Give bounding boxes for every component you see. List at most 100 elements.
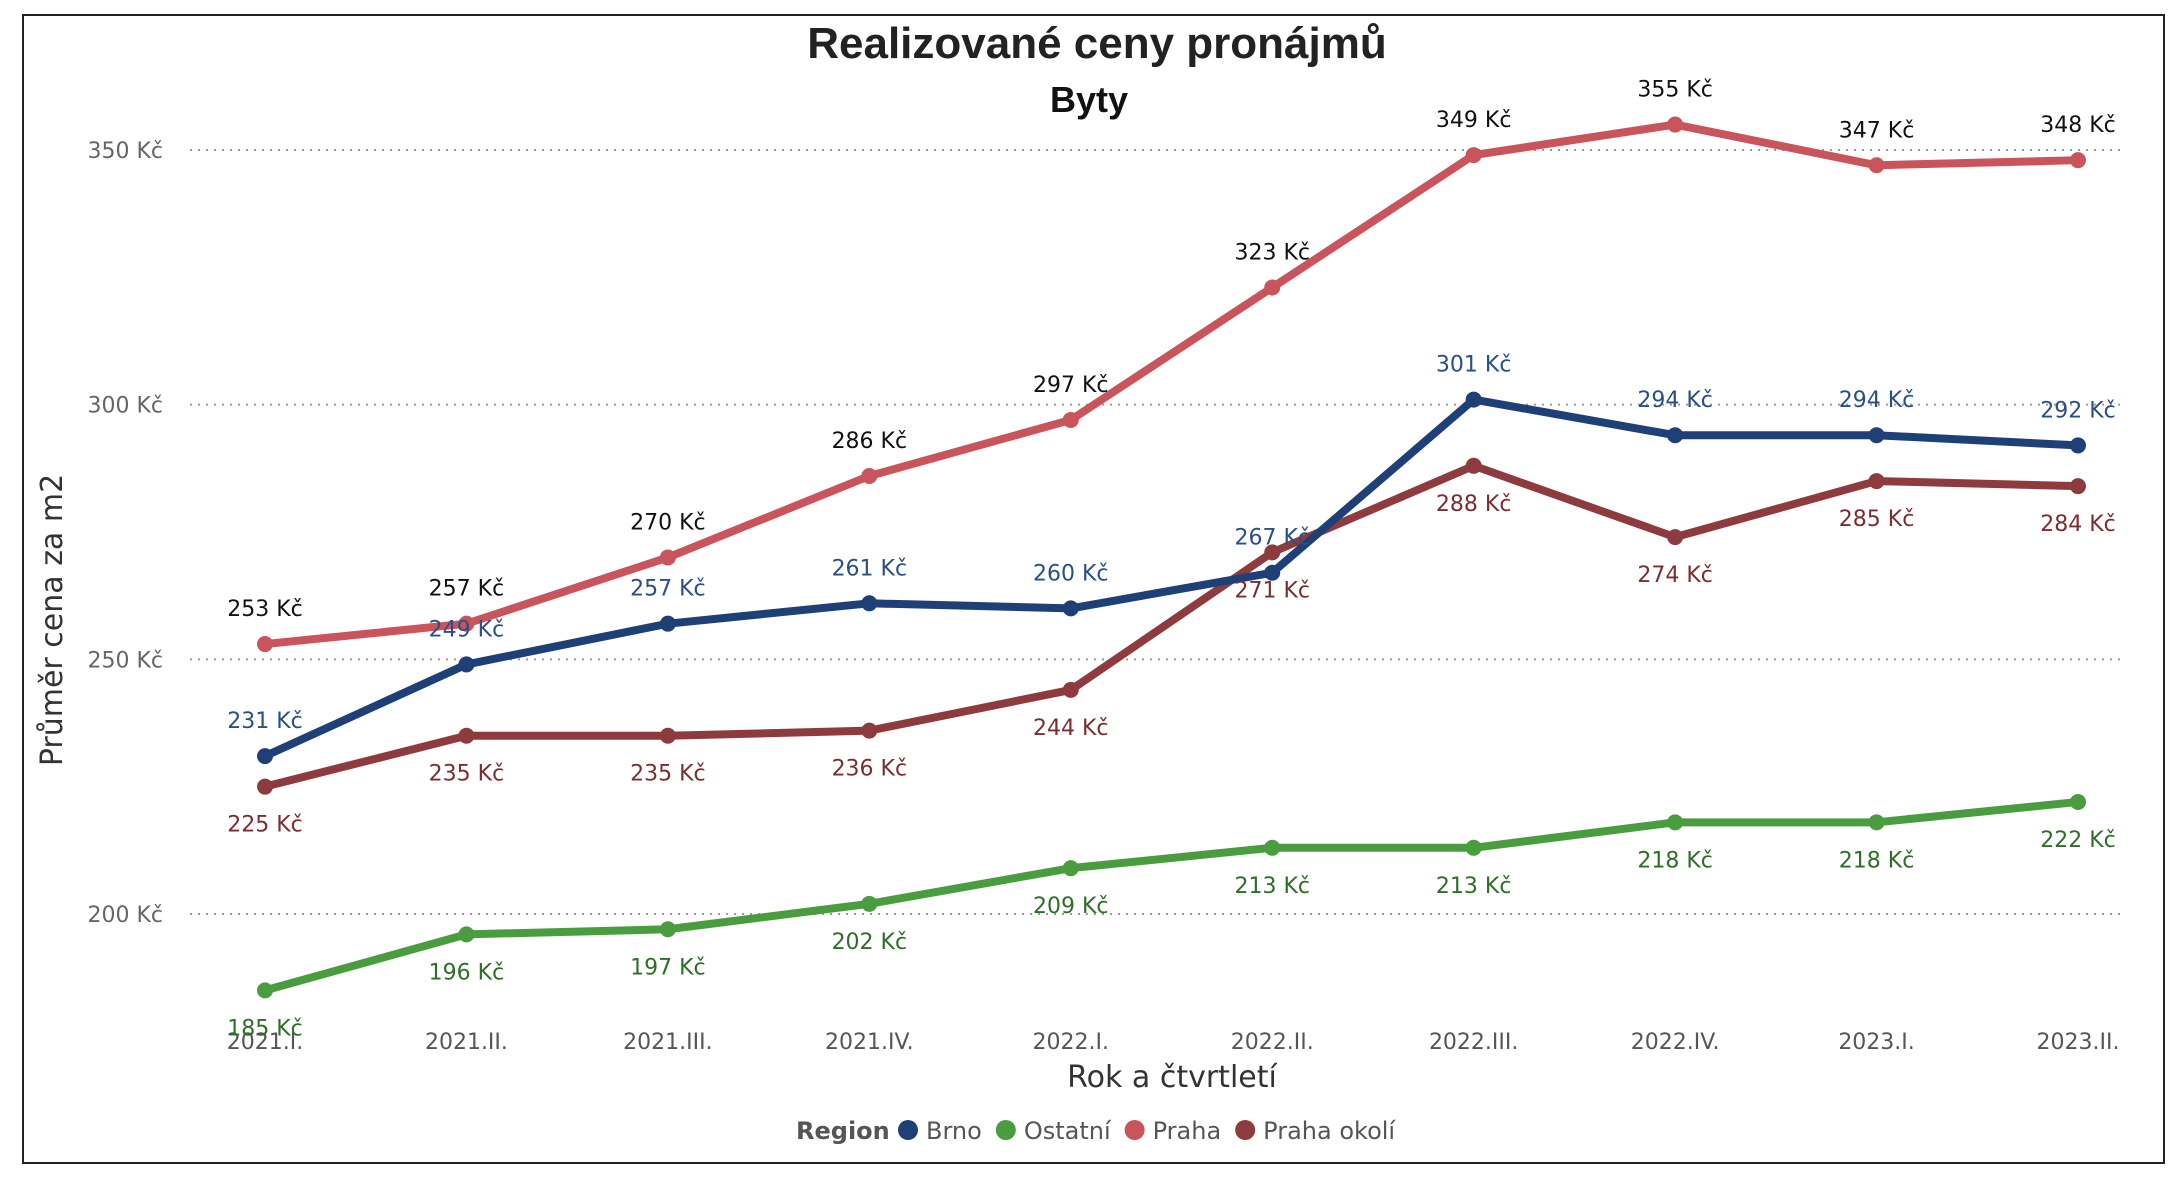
legend-label-brno[interactable]: Brno [926, 1117, 982, 1145]
data-point-brno[interactable] [1868, 427, 1885, 444]
y-tick-label: 300 Kč [87, 394, 163, 419]
data-point-ostatni[interactable] [1667, 814, 1684, 831]
data-label-praha: 270 Kč [630, 510, 706, 535]
series-line-praha-okoli [261, 461, 2082, 791]
x-tick-label: 2021.IV. [825, 1030, 914, 1055]
data-label-praha: 349 Kč [1436, 108, 1512, 133]
data-label-praha-okoli: 285 Kč [1839, 507, 1915, 532]
data-point-brno[interactable] [659, 615, 676, 632]
data-label-brno: 231 Kč [227, 709, 303, 734]
data-point-ostatni[interactable] [1465, 839, 1482, 856]
data-point-praha[interactable] [458, 615, 475, 632]
data-label-brno: 294 Kč [1839, 388, 1915, 413]
data-label-praha: 253 Kč [227, 597, 303, 622]
data-point-praha-okoli[interactable] [458, 727, 475, 744]
data-point-praha-okoli[interactable] [1465, 457, 1482, 474]
data-point-praha-okoli[interactable] [861, 722, 878, 739]
data-point-praha-okoli[interactable] [659, 727, 676, 744]
data-point-brno[interactable] [1264, 564, 1281, 581]
legend-marker-praha-okoli[interactable] [1235, 1120, 1256, 1140]
series-line-ostatni [261, 797, 2082, 995]
data-label-brno: 292 Kč [2040, 398, 2116, 423]
data-point-praha-okoli[interactable] [1667, 529, 1684, 546]
data-label-praha-okoli: 271 Kč [1234, 578, 1310, 603]
data-point-ostatni[interactable] [458, 926, 475, 943]
data-point-brno[interactable] [2070, 437, 2086, 454]
data-point-praha[interactable] [1062, 411, 1079, 428]
grid-layer [190, 149, 2120, 915]
data-point-praha[interactable] [2070, 152, 2086, 169]
data-point-brno[interactable] [861, 595, 878, 612]
legend-label-praha-okoli[interactable]: Praha okolí [1263, 1117, 1396, 1145]
data-point-praha[interactable] [659, 549, 676, 566]
data-point-ostatni[interactable] [1062, 860, 1079, 877]
data-label-ostatni: 209 Kč [1033, 894, 1109, 919]
data-point-praha-okoli[interactable] [1062, 681, 1079, 698]
data-label-brno: 261 Kč [832, 556, 908, 581]
data-label-ostatni: 218 Kč [1839, 848, 1915, 873]
data-label-praha-okoli: 288 Kč [1436, 492, 1512, 517]
data-point-brno[interactable] [257, 748, 273, 765]
data-label-praha-okoli: 284 Kč [2040, 512, 2116, 537]
data-label-brno: 294 Kč [1637, 388, 1713, 413]
legend-marker-ostatni[interactable] [995, 1120, 1016, 1140]
x-tick-label: 2022.II. [1231, 1030, 1314, 1055]
data-point-praha-okoli[interactable] [2070, 478, 2086, 495]
data-label-ostatni: 222 Kč [2040, 828, 2116, 853]
legend-label-ostatni[interactable]: Ostatní [1024, 1117, 1112, 1145]
data-label-praha: 323 Kč [1234, 241, 1310, 266]
data-point-ostatni[interactable] [257, 982, 273, 999]
data-point-praha[interactable] [1264, 279, 1281, 296]
data-label-praha: 355 Kč [1637, 78, 1713, 103]
chart-title: Realizované ceny pronájmů [807, 19, 1387, 68]
data-point-ostatni[interactable] [659, 921, 676, 938]
x-tick-label: 2021.I. [227, 1030, 303, 1055]
legend-marker-praha[interactable] [1124, 1120, 1145, 1140]
data-label-praha-okoli: 274 Kč [1637, 563, 1713, 588]
data-point-praha-okoli[interactable] [257, 778, 273, 795]
data-label-ostatni: 196 Kč [429, 960, 505, 985]
data-point-brno[interactable] [1062, 600, 1079, 617]
y-tick-label: 200 Kč [87, 903, 163, 928]
legend: Region Brno Ostatní Praha Praha okolí [796, 1117, 1396, 1145]
y-axis-label: Průměr cena za m2 [35, 474, 70, 766]
x-tick-label: 2021.III. [623, 1030, 712, 1055]
data-label-brno: 267 Kč [1234, 526, 1310, 551]
x-tick-label: 2022.IV. [1631, 1030, 1720, 1055]
data-point-ostatni[interactable] [861, 895, 878, 912]
data-label-ostatni: 213 Kč [1234, 874, 1310, 899]
data-point-praha[interactable] [1667, 116, 1684, 133]
data-point-brno[interactable] [1667, 427, 1684, 444]
data-point-praha[interactable] [861, 467, 878, 484]
data-point-brno[interactable] [1465, 391, 1482, 408]
data-label-ostatni: 202 Kč [832, 930, 908, 955]
data-label-ostatni: 213 Kč [1436, 874, 1512, 899]
data-point-ostatni[interactable] [2070, 793, 2086, 810]
data-point-praha-okoli[interactable] [1868, 473, 1885, 490]
legend-title: Region [796, 1117, 890, 1145]
legend-label-praha[interactable]: Praha [1153, 1117, 1222, 1145]
x-tick-label: 2023.II. [2037, 1030, 2120, 1055]
data-point-praha[interactable] [257, 636, 273, 653]
chart-subtitle: Byty [1050, 79, 1128, 120]
series-layer [257, 116, 2086, 999]
data-point-brno[interactable] [458, 656, 475, 673]
x-tick-label: 2021.II. [425, 1030, 508, 1055]
data-label-praha-okoli: 236 Kč [832, 757, 908, 782]
data-label-praha: 348 Kč [2040, 113, 2116, 138]
data-point-praha[interactable] [1465, 147, 1482, 164]
data-point-ostatni[interactable] [1868, 814, 1885, 831]
chart-frame [22, 14, 2165, 1164]
series-line-praha [261, 120, 2082, 649]
data-point-praha[interactable] [1868, 157, 1885, 174]
legend-marker-brno[interactable] [898, 1120, 918, 1140]
y-tick-label: 250 Kč [87, 648, 163, 673]
data-label-praha: 297 Kč [1033, 373, 1109, 398]
data-point-ostatni[interactable] [1264, 839, 1281, 856]
data-point-praha-okoli[interactable] [1264, 544, 1281, 561]
data-label-praha-okoli: 235 Kč [429, 762, 505, 787]
x-axis-label: Rok a čtvrtletí [1067, 1060, 1278, 1095]
data-label-praha-okoli: 235 Kč [630, 762, 706, 787]
data-label-ostatni: 185 Kč [227, 1016, 303, 1041]
